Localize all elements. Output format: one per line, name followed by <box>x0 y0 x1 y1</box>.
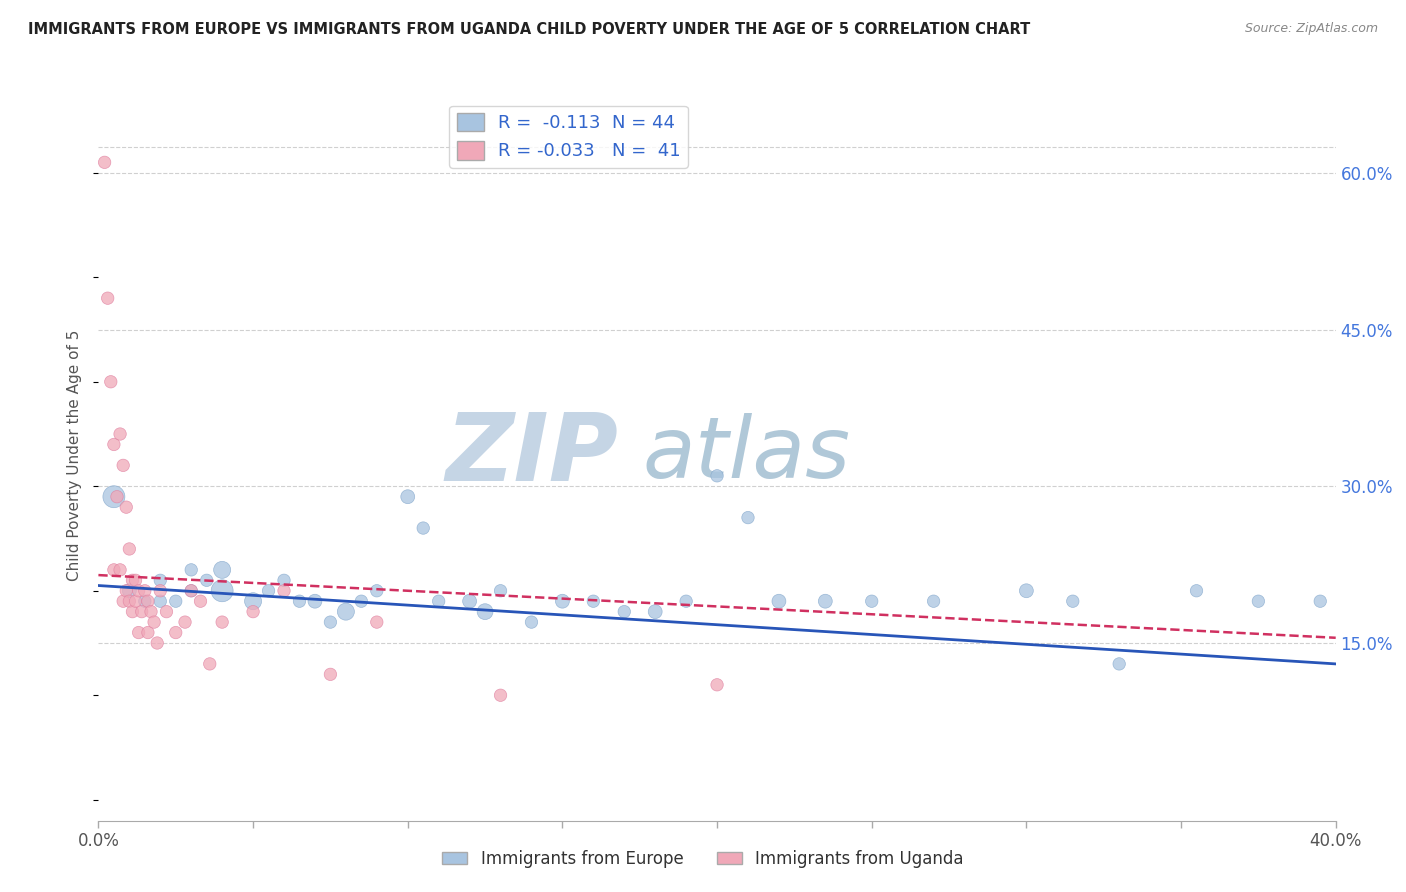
Point <box>108 427 131 442</box>
Point <box>350 594 373 608</box>
Point <box>211 583 233 598</box>
Legend: R =  -0.113  N = 44, R = -0.033   N =  41: R = -0.113 N = 44, R = -0.033 N = 41 <box>450 105 688 168</box>
Point <box>103 490 125 504</box>
Point <box>149 574 172 588</box>
Point <box>1015 583 1038 598</box>
Point <box>180 583 202 598</box>
Point <box>124 594 146 608</box>
Point <box>288 594 311 608</box>
Point <box>165 594 187 608</box>
Point <box>427 594 450 608</box>
Point <box>131 605 153 619</box>
Point <box>139 605 162 619</box>
Legend: Immigrants from Europe, Immigrants from Uganda: Immigrants from Europe, Immigrants from … <box>436 844 970 875</box>
Point <box>195 574 218 588</box>
Point <box>520 615 543 629</box>
Point <box>136 594 159 608</box>
Point <box>128 583 150 598</box>
Point <box>613 605 636 619</box>
Point <box>128 625 150 640</box>
Point <box>121 605 143 619</box>
Text: ZIP: ZIP <box>446 409 619 501</box>
Point <box>489 583 512 598</box>
Point <box>1062 594 1084 608</box>
Point <box>108 563 131 577</box>
Point <box>335 605 357 619</box>
Point <box>112 458 135 473</box>
Point <box>103 563 125 577</box>
Point <box>146 636 169 650</box>
Point <box>165 625 187 640</box>
Point <box>319 615 342 629</box>
Point <box>134 583 156 598</box>
Point <box>675 594 697 608</box>
Point <box>1185 583 1208 598</box>
Point <box>93 155 115 169</box>
Point <box>489 688 512 702</box>
Point <box>860 594 883 608</box>
Point <box>118 583 141 598</box>
Point <box>121 574 143 588</box>
Point <box>319 667 342 681</box>
Y-axis label: Child Poverty Under the Age of 5: Child Poverty Under the Age of 5 <box>67 329 83 581</box>
Point <box>149 583 172 598</box>
Point <box>103 437 125 451</box>
Point <box>242 605 264 619</box>
Point <box>412 521 434 535</box>
Point <box>582 594 605 608</box>
Point <box>115 583 138 598</box>
Point <box>97 291 120 305</box>
Point <box>242 594 264 608</box>
Point <box>115 500 138 515</box>
Point <box>706 678 728 692</box>
Point <box>396 490 419 504</box>
Point <box>211 615 233 629</box>
Point <box>105 490 128 504</box>
Point <box>118 594 141 608</box>
Point <box>814 594 837 608</box>
Point <box>211 563 233 577</box>
Point <box>366 583 388 598</box>
Point <box>198 657 221 671</box>
Point <box>1108 657 1130 671</box>
Point <box>273 583 295 598</box>
Point <box>180 583 202 598</box>
Point <box>706 468 728 483</box>
Point <box>551 594 574 608</box>
Point <box>922 594 945 608</box>
Text: IMMIGRANTS FROM EUROPE VS IMMIGRANTS FROM UGANDA CHILD POVERTY UNDER THE AGE OF : IMMIGRANTS FROM EUROPE VS IMMIGRANTS FRO… <box>28 22 1031 37</box>
Point <box>112 594 135 608</box>
Point <box>737 510 759 524</box>
Point <box>366 615 388 629</box>
Point <box>124 574 146 588</box>
Point <box>134 594 156 608</box>
Point <box>143 615 166 629</box>
Point <box>304 594 326 608</box>
Point <box>190 594 212 608</box>
Text: atlas: atlas <box>643 413 851 497</box>
Text: Source: ZipAtlas.com: Source: ZipAtlas.com <box>1244 22 1378 36</box>
Point <box>1247 594 1270 608</box>
Point <box>118 541 141 556</box>
Point <box>458 594 481 608</box>
Point <box>257 583 280 598</box>
Point <box>644 605 666 619</box>
Point <box>136 625 159 640</box>
Point <box>155 605 177 619</box>
Point <box>100 375 122 389</box>
Point <box>273 574 295 588</box>
Point <box>1309 594 1331 608</box>
Point <box>149 594 172 608</box>
Point <box>768 594 790 608</box>
Point <box>174 615 197 629</box>
Point <box>180 563 202 577</box>
Point <box>474 605 496 619</box>
